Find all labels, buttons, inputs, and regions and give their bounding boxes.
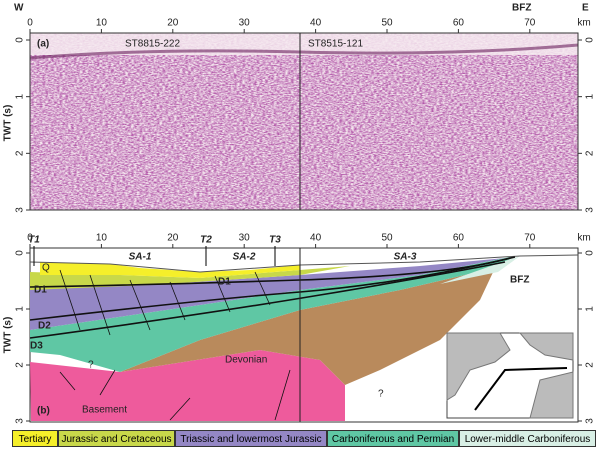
y-tick-label: 3 bbox=[15, 207, 26, 213]
x-tick-label: 0 bbox=[27, 18, 33, 29]
marker-label: T2 bbox=[200, 235, 212, 246]
y-tick-label: 1 bbox=[15, 93, 26, 99]
x-tick-label: 20 bbox=[167, 233, 179, 244]
legend-item: Tertiary bbox=[12, 430, 58, 447]
unit-label: ? bbox=[88, 360, 94, 371]
y-axis-label: TWT (s) bbox=[3, 317, 14, 354]
y-tick-label: 0 bbox=[585, 37, 596, 43]
x-unit: km bbox=[577, 18, 590, 29]
x-tick-label: 30 bbox=[239, 233, 251, 244]
water-column bbox=[30, 33, 578, 55]
y-tick-label: 0 bbox=[15, 37, 26, 43]
x-unit: km bbox=[577, 233, 590, 244]
x-tick-label: 40 bbox=[310, 18, 322, 29]
y-tick-label: 2 bbox=[585, 362, 596, 368]
legend-item: Carboniferous and Permian bbox=[327, 430, 459, 447]
figure: W E BFZ (a) ST8815-222 ST8515-121 TWT (s… bbox=[3, 3, 596, 424]
y-tick-label: 3 bbox=[585, 207, 596, 213]
y-tick-label: 1 bbox=[15, 306, 26, 312]
x-tick-label: 60 bbox=[453, 18, 465, 29]
panel-a-frame bbox=[29, 32, 579, 211]
unit-label: D1 bbox=[34, 285, 47, 296]
unit-label: Q bbox=[42, 263, 50, 274]
y-tick-label: 2 bbox=[15, 362, 26, 368]
x-tick-label: 50 bbox=[381, 18, 393, 29]
y-axis-label: TWT (s) bbox=[3, 105, 14, 142]
marker-label: T3 bbox=[269, 235, 281, 246]
unit-label: ? bbox=[378, 389, 384, 400]
tertiary bbox=[40, 262, 300, 278]
x-tick-label: 10 bbox=[96, 18, 108, 29]
y-tick-label: 3 bbox=[585, 418, 596, 424]
sequence-label: SA-2 bbox=[233, 252, 256, 263]
west-label: W bbox=[14, 3, 24, 14]
x-tick-label: 70 bbox=[524, 233, 536, 244]
marker-label: T1 bbox=[28, 235, 40, 246]
y-tick-label: 1 bbox=[585, 93, 596, 99]
x-tick-label: 30 bbox=[239, 18, 251, 29]
y-tick-label: 2 bbox=[15, 150, 26, 156]
x-tick-label: 60 bbox=[453, 233, 465, 244]
y-tick-label: 0 bbox=[15, 250, 26, 256]
y-tick-label: 0 bbox=[585, 250, 596, 256]
panel-b-label: (b) bbox=[37, 406, 50, 417]
sequence-label: SA-3 bbox=[394, 252, 417, 263]
east-label: E bbox=[582, 3, 589, 14]
seismic-texture bbox=[30, 33, 578, 210]
sequence-label: SA-1 bbox=[129, 252, 152, 263]
unit-label: Basement bbox=[82, 405, 127, 416]
carboniferous-permian bbox=[30, 256, 515, 372]
inset-profile bbox=[474, 367, 568, 411]
legend-item: Jurassic and Cretaceous bbox=[58, 430, 175, 447]
x-tick-label: 20 bbox=[167, 18, 179, 29]
x-tick-label: 10 bbox=[96, 233, 108, 244]
jurassic-cretaceous bbox=[30, 266, 350, 290]
inset-land bbox=[446, 332, 574, 419]
x-tick-label: 0 bbox=[27, 233, 33, 244]
bfz-label: BFZ bbox=[510, 275, 529, 286]
y-tick-label: 3 bbox=[15, 418, 26, 424]
panel-a-label: (a) bbox=[37, 39, 49, 50]
x-tick-label: 50 bbox=[381, 233, 393, 244]
legend-item: Lower-middle Carboniferous bbox=[459, 430, 596, 447]
x-tick-label: 40 bbox=[310, 233, 322, 244]
unit-label: D3 bbox=[30, 341, 43, 352]
faults bbox=[59, 269, 291, 421]
line-name: ST8815-222 bbox=[125, 39, 180, 50]
bfz-top: BFZ bbox=[512, 3, 531, 14]
x-tick-label: 70 bbox=[524, 18, 536, 29]
line-name: ST8515-121 bbox=[308, 39, 363, 50]
unit-label: Devonian bbox=[225, 355, 267, 366]
unit-label: D1 bbox=[218, 277, 231, 288]
y-tick-label: 1 bbox=[585, 306, 596, 312]
y-tick-label: 2 bbox=[585, 150, 596, 156]
devonian bbox=[120, 268, 495, 385]
legend-item: Triassic and lowermost Jurassic bbox=[175, 430, 327, 447]
basement bbox=[30, 350, 345, 421]
unit-label: D2 bbox=[38, 321, 51, 332]
